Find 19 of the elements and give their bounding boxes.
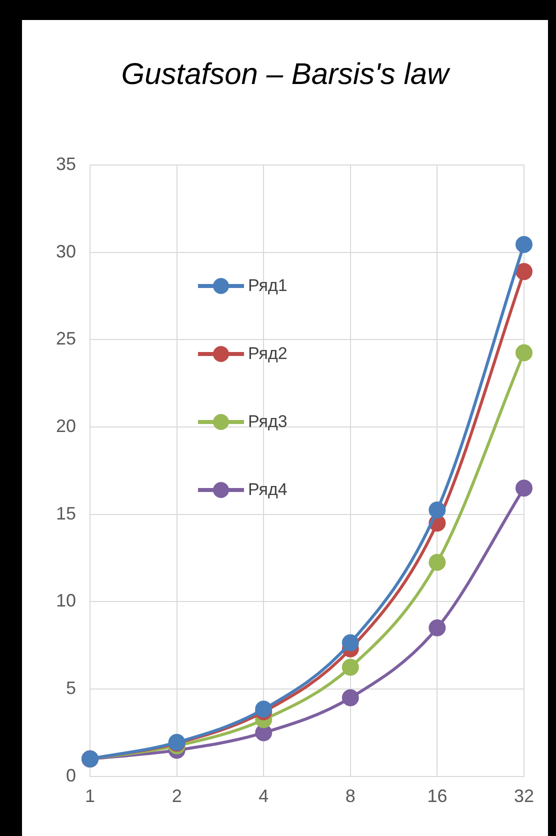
chart-title: Gustafson – Barsis's law <box>120 58 452 92</box>
y-tick-label: 30 <box>56 241 76 262</box>
y-tick-label: 10 <box>56 590 76 611</box>
y-tick-label: 5 <box>66 678 76 698</box>
legend-label: Ряд1 <box>248 276 288 296</box>
legend-label: Ряд4 <box>248 480 288 500</box>
y-tick-label: 15 <box>56 503 76 524</box>
y-tick-label: 0 <box>66 765 76 786</box>
x-tick-label: 4 <box>258 786 269 806</box>
x-tick-label: 16 <box>427 786 448 806</box>
y-tick-label: 35 <box>56 154 76 174</box>
x-tick-label: 32 <box>514 786 534 806</box>
y-tick-label: 25 <box>56 328 76 349</box>
x-tick-label: 1 <box>85 786 96 806</box>
x-tick-label: 8 <box>345 786 356 806</box>
y-tick-label: 20 <box>56 416 76 436</box>
legend-label: Ряд3 <box>248 412 288 432</box>
legend-label: Ряд2 <box>248 344 288 364</box>
x-tick-label: 2 <box>172 786 182 806</box>
